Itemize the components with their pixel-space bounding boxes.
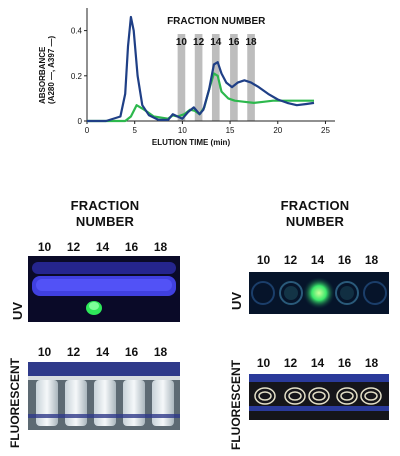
fraction-label: 12 <box>66 240 81 254</box>
fraction-bar <box>211 34 220 121</box>
series-line-a280 <box>87 15 315 123</box>
fraction-label: 14 <box>310 356 325 370</box>
fraction-label: 10 <box>256 356 271 370</box>
fraction-label: 10 <box>37 240 52 254</box>
right-uv-fraction-labels: 10 12 14 16 18 <box>250 253 385 267</box>
x-tick-label: 20 <box>273 126 282 135</box>
fraction-bar <box>247 34 255 121</box>
x-tick-label: 10 <box>178 126 187 135</box>
fraction-label: 16 <box>337 356 352 370</box>
fraction-label: 12 <box>66 345 81 359</box>
fraction-bar-label: 10 <box>176 37 188 48</box>
right-panel-title: FRACTION NUMBER <box>280 198 350 229</box>
right-uv-label: UV <box>229 291 244 310</box>
y-tick-label: 0.4 <box>71 27 83 36</box>
x-tick-label: 25 <box>321 126 330 135</box>
right-fluorescent-label: FLUORESCENT <box>229 360 243 450</box>
x-tick-label: 0 <box>85 126 90 135</box>
y-tick-label: 0 <box>78 117 83 126</box>
left-uv-image <box>28 256 180 322</box>
x-axis-label: ELUTION TIME (min) <box>152 138 231 147</box>
fraction-label: 12 <box>283 253 298 267</box>
fraction-label: 16 <box>124 240 139 254</box>
right-fluorescent-image <box>249 374 389 420</box>
fraction-bar <box>230 34 238 121</box>
y-tick-label: 0.2 <box>71 72 83 81</box>
fraction-bar-label: 14 <box>210 37 222 48</box>
right-fluor-fraction-labels: 10 12 14 16 18 <box>250 356 385 370</box>
y-axis-label: ABSORBANCE (A280 —, A397 —) <box>38 35 56 104</box>
fraction-label: 14 <box>95 345 110 359</box>
fraction-label: 14 <box>95 240 110 254</box>
fraction-bar-label: 12 <box>193 37 205 48</box>
fraction-label: 14 <box>310 253 325 267</box>
left-uv-label: UV <box>10 301 25 320</box>
chart-title: FRACTION NUMBER <box>167 16 266 27</box>
fraction-label: 18 <box>153 345 168 359</box>
x-tick-label: 5 <box>132 126 137 135</box>
fraction-label: 16 <box>124 345 139 359</box>
fraction-bar <box>177 34 186 121</box>
left-panel-title: FRACTION NUMBER <box>70 198 140 229</box>
fraction-bar-label: 16 <box>228 37 240 48</box>
left-fluor-fraction-labels: 10 12 14 16 18 <box>30 345 175 359</box>
left-fluorescent-image <box>28 362 180 430</box>
chromatogram-chart: 10 12 14 16 18 FRACTION NUMBER 0 5 10 15 20 25 0 0.2 0… <box>71 8 335 147</box>
fraction-label: 10 <box>37 345 52 359</box>
fraction-label: 18 <box>364 356 379 370</box>
left-uv-fraction-labels: 10 12 14 16 18 <box>30 240 175 254</box>
fraction-label: 18 <box>153 240 168 254</box>
left-fluorescent-label: FLUORESCENT <box>8 358 22 448</box>
fraction-bar <box>194 34 203 121</box>
fraction-label: 18 <box>364 253 379 267</box>
right-uv-image <box>249 272 389 314</box>
fraction-bar-label: 18 <box>245 37 257 48</box>
fraction-label: 16 <box>337 253 352 267</box>
fraction-label: 12 <box>283 356 298 370</box>
x-tick-label: 15 <box>226 126 235 135</box>
fraction-label: 10 <box>256 253 271 267</box>
